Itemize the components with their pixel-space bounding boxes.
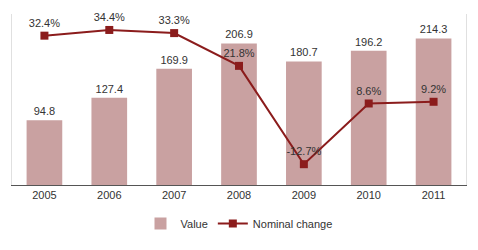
svg-text:2009: 2009	[292, 189, 316, 201]
svg-text:33.3%: 33.3%	[159, 14, 190, 26]
svg-text:9.2%: 9.2%	[421, 83, 446, 95]
svg-text:21.8%: 21.8%	[223, 47, 254, 59]
svg-text:127.4: 127.4	[96, 83, 124, 95]
svg-text:-12.7%: -12.7%	[286, 145, 321, 157]
svg-text:2007: 2007	[162, 189, 186, 201]
svg-text:8.6%: 8.6%	[356, 85, 381, 97]
svg-text:2005: 2005	[32, 189, 56, 201]
svg-text:94.8: 94.8	[34, 105, 55, 117]
svg-text:2006: 2006	[97, 189, 121, 201]
svg-text:Value: Value	[181, 218, 208, 230]
svg-text:206.9: 206.9	[225, 28, 253, 40]
svg-text:169.9: 169.9	[160, 54, 188, 66]
svg-text:2010: 2010	[356, 189, 380, 201]
svg-text:214.3: 214.3	[420, 23, 448, 35]
svg-text:Nominal change: Nominal change	[253, 218, 333, 230]
svg-text:180.7: 180.7	[290, 46, 318, 58]
svg-text:2008: 2008	[227, 189, 251, 201]
svg-text:2011: 2011	[422, 189, 446, 201]
svg-text:196.2: 196.2	[355, 36, 383, 48]
svg-text:34.4%: 34.4%	[94, 11, 125, 23]
svg-text:32.4%: 32.4%	[29, 17, 60, 29]
